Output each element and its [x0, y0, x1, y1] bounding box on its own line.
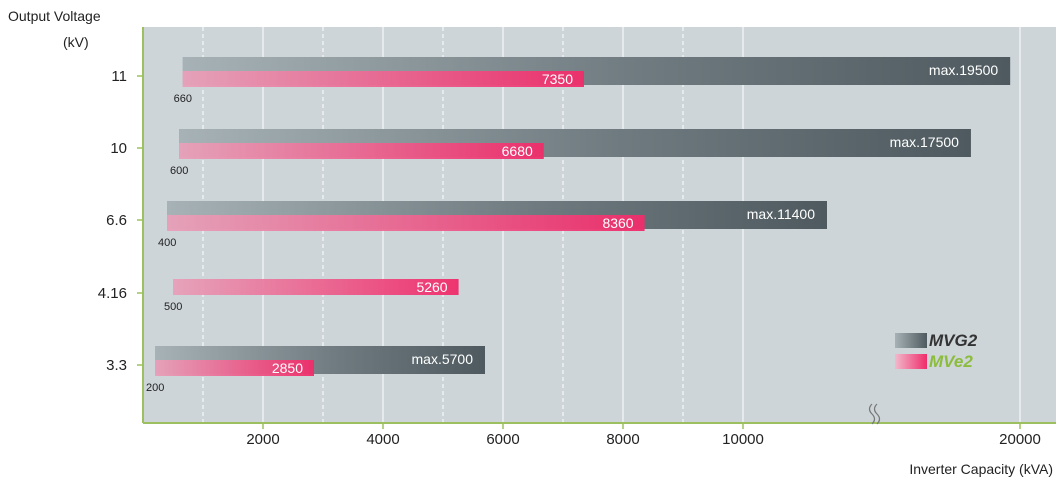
axis-ticks: 11 10 6.6 4.16 3.3 2000 4000 6000 8000 10000 20000 [98, 68, 1041, 448]
bars [155, 57, 1011, 376]
x-tick-label: 10000 [722, 431, 764, 448]
y-axis-title-line2: (kV) [63, 34, 89, 50]
bar-mve2 [182, 71, 584, 87]
legend: MVG2 MVe2 [895, 331, 978, 371]
y-axis-title-line1: Output Voltage [8, 8, 101, 24]
legend-swatch-mvg2 [895, 333, 927, 348]
bar-label-mvg2: max.5700 [412, 351, 474, 367]
bar-min-label: 600 [170, 165, 188, 177]
bar-label-mve2: 2850 [272, 360, 303, 376]
bar-mve2 [155, 360, 314, 376]
bar-label-mvg2: max.19500 [929, 62, 998, 78]
bar-min-label: 660 [174, 93, 192, 105]
bar-label-mve2: 6680 [502, 143, 533, 159]
legend-label-mvg2: MVG2 [929, 331, 978, 350]
bar-label-mvg2: max.11400 [747, 206, 815, 222]
x-tick-label: 8000 [606, 431, 639, 448]
x-tick-label: 6000 [486, 431, 519, 448]
legend-swatch-mve2 [895, 354, 927, 369]
x-tick-label: 4000 [366, 431, 399, 448]
bar-mve2 [173, 279, 459, 295]
bar-label-mve2: 7350 [542, 71, 573, 87]
bar-mve2 [167, 215, 645, 231]
bar-min-label: 400 [158, 237, 176, 249]
x-axis-title: Inverter Capacity (kVA) [909, 461, 1053, 477]
axis-break-mark [868, 403, 881, 425]
bar-mve2 [179, 143, 544, 159]
x-tick-label: 20000 [999, 431, 1041, 448]
y-tick-label: 11 [111, 68, 127, 85]
bar-min-label: 500 [164, 301, 182, 313]
bar-label-mve2: 8360 [602, 215, 633, 231]
y-tick-label: 6.6 [106, 212, 127, 229]
y-tick-label: 10 [110, 140, 127, 157]
legend-label-mve2: MVe2 [929, 352, 973, 371]
bar-min-label: 200 [146, 382, 164, 394]
bar-labels: max.19500 7350 660 max.17500 6680 600 max.1140… [146, 62, 998, 394]
bar-label-mvg2: max.17500 [890, 134, 959, 150]
bar-label-mve2: 5260 [416, 279, 447, 295]
y-tick-label: 3.3 [106, 357, 127, 374]
x-tick-label: 2000 [246, 431, 279, 448]
y-tick-label: 4.16 [98, 285, 127, 302]
